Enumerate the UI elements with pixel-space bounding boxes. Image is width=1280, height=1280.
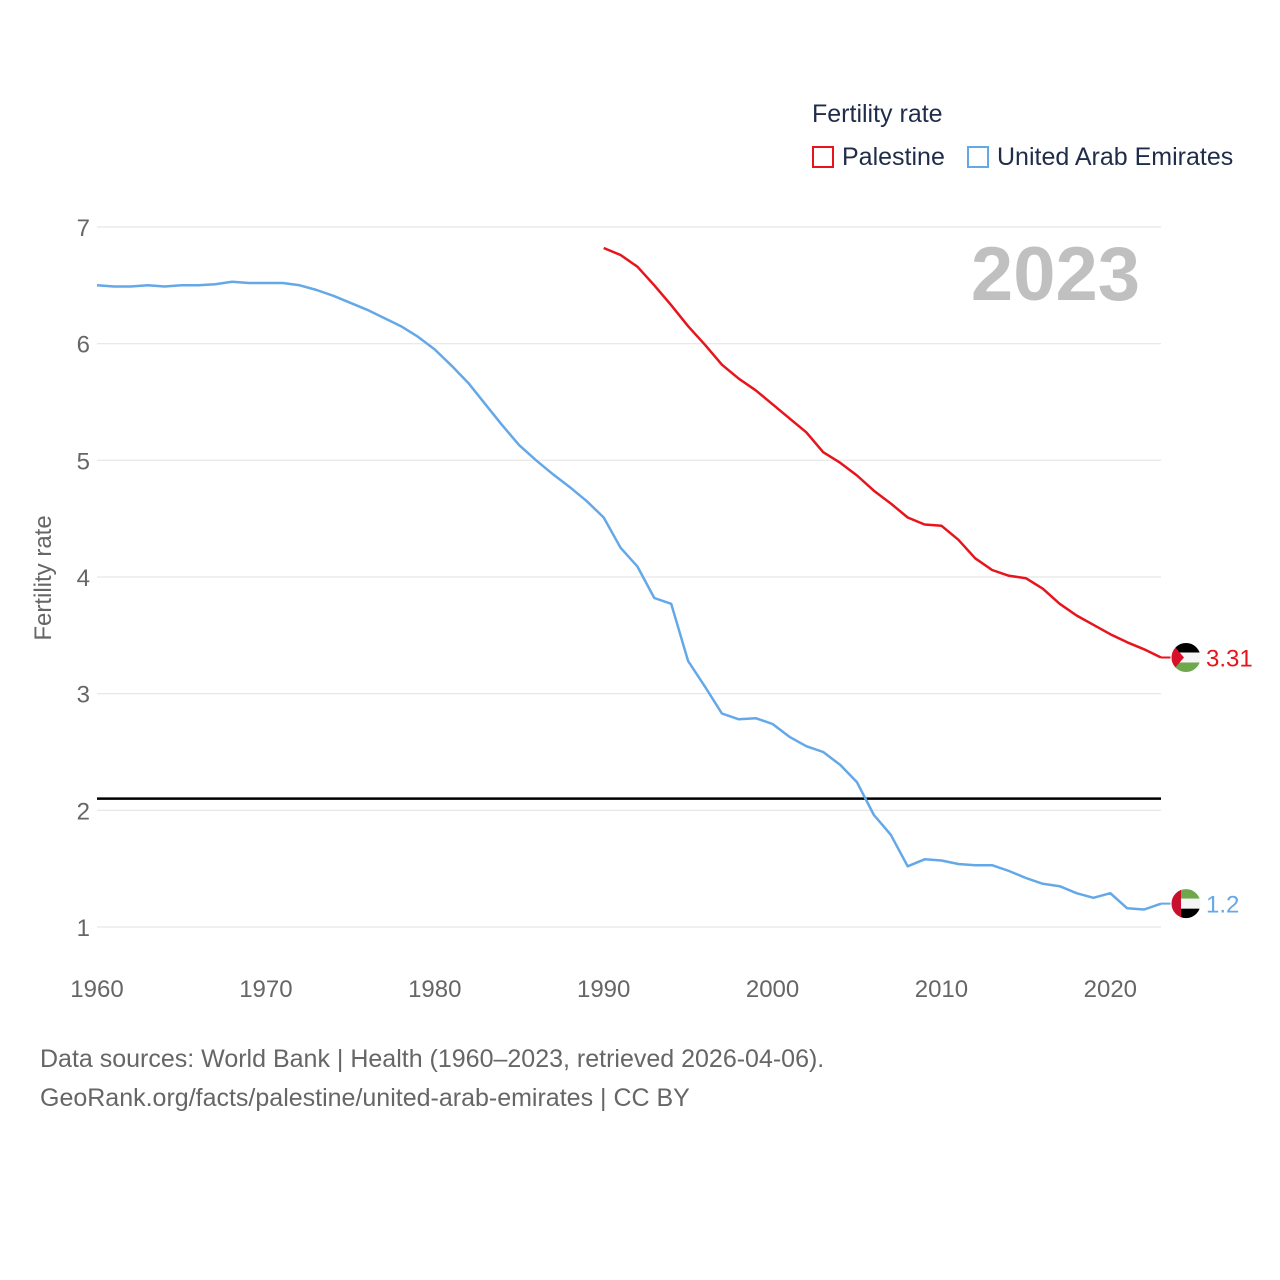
y-tick-label: 4 bbox=[77, 565, 90, 592]
y-tick-label: 1 bbox=[77, 915, 90, 942]
y-axis-title: Fertility rate bbox=[30, 515, 57, 640]
legend-item-uae[interactable]: United Arab Emirates bbox=[967, 142, 1233, 172]
x-tick-label: 1970 bbox=[239, 976, 292, 1003]
grid-lines bbox=[97, 226, 1161, 928]
end-markers: 3.31 1.2 bbox=[1161, 642, 1253, 920]
source-line-1: Data sources: World Bank | Health (1960–… bbox=[40, 1045, 825, 1073]
x-tick-label: 2010 bbox=[915, 976, 968, 1003]
flag-palestine-icon bbox=[1171, 642, 1201, 673]
y-tick-label: 3 bbox=[77, 682, 90, 709]
x-axis: 1960 1970 1980 1990 2000 2010 2020 bbox=[70, 976, 1137, 1003]
legend-label-uae: United Arab Emirates bbox=[997, 142, 1234, 171]
y-tick-label: 6 bbox=[77, 332, 90, 359]
legend-item-palestine[interactable]: Palestine bbox=[812, 142, 945, 172]
year-watermark: 2023 bbox=[971, 232, 1140, 317]
legend-swatch-palestine bbox=[812, 146, 834, 168]
x-tick-label: 2000 bbox=[746, 976, 799, 1003]
legend-label-palestine: Palestine bbox=[842, 142, 945, 171]
series-line-uae bbox=[96, 280, 1162, 911]
y-tick-label: 2 bbox=[77, 798, 90, 825]
x-tick-label: 1960 bbox=[70, 976, 123, 1003]
legend-title: Fertility rate bbox=[812, 100, 943, 128]
y-tick-label: 5 bbox=[77, 448, 90, 475]
end-value-label-palestine: 3.31 bbox=[1206, 646, 1253, 673]
x-tick-label: 1990 bbox=[577, 976, 630, 1003]
end-value-label-uae: 1.2 bbox=[1206, 892, 1239, 919]
x-tick-label: 1980 bbox=[408, 976, 461, 1003]
series-lines bbox=[96, 246, 1162, 911]
y-tick-label: 7 bbox=[77, 215, 90, 242]
y-axis: 1 2 3 4 5 6 7 bbox=[77, 215, 90, 942]
source-line-2[interactable]: GeoRank.org/facts/palestine/united-arab-… bbox=[40, 1084, 690, 1112]
flag-uae-icon bbox=[1171, 888, 1201, 919]
legend-swatch-uae bbox=[967, 146, 989, 168]
series-line-palestine bbox=[603, 246, 1162, 659]
x-tick-label: 2020 bbox=[1084, 976, 1137, 1003]
